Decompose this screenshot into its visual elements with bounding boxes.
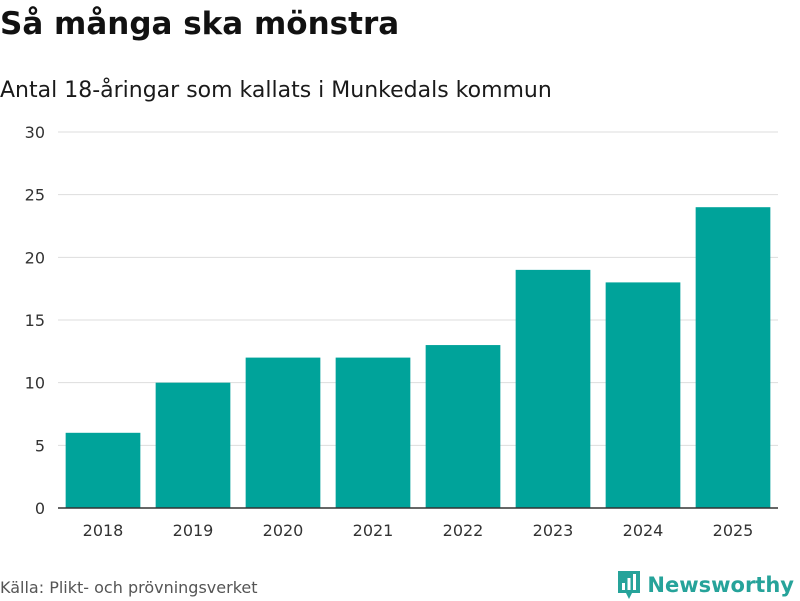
brand-logo: Newsworthy: [617, 569, 794, 601]
y-tick-label: 25: [25, 186, 45, 205]
y-tick-label: 30: [25, 123, 45, 142]
x-tick-label: 2023: [533, 521, 574, 540]
newsworthy-logo-icon: [618, 571, 641, 599]
y-tick-label: 20: [25, 248, 45, 267]
x-tick-label: 2018: [83, 521, 124, 540]
x-tick-label: 2022: [443, 521, 484, 540]
bar-2018: [65, 432, 141, 508]
bar-2019: [155, 382, 231, 508]
chart-subtitle: Antal 18-åringar som kallats i Munkedals…: [0, 78, 552, 103]
y-tick-label: 10: [25, 374, 45, 393]
x-tick-label: 2021: [353, 521, 394, 540]
source-note: Källa: Plikt- och prövningsverket: [0, 578, 258, 597]
logo-bar-3: [633, 574, 637, 590]
bar-2022: [425, 345, 501, 508]
y-tick-label: 15: [25, 311, 45, 330]
x-tick-label: 2024: [623, 521, 664, 540]
logo-bar-2: [627, 578, 631, 590]
x-tick-label: 2025: [713, 521, 754, 540]
bar-2021: [335, 357, 411, 508]
bar-2023: [515, 269, 591, 508]
x-tick-label: 2020: [263, 521, 304, 540]
bar-2024: [605, 282, 681, 508]
brand-name: Newsworthy: [647, 573, 794, 597]
chart-title: Så många ska mönstra: [0, 6, 400, 42]
y-tick-label: 0: [35, 499, 45, 518]
bar-2020: [245, 357, 321, 508]
y-tick-label: 5: [35, 436, 45, 455]
bar-2025: [695, 207, 771, 508]
bars: [65, 207, 771, 508]
x-tick-label: 2019: [173, 521, 214, 540]
logo-bar-1: [622, 583, 626, 590]
